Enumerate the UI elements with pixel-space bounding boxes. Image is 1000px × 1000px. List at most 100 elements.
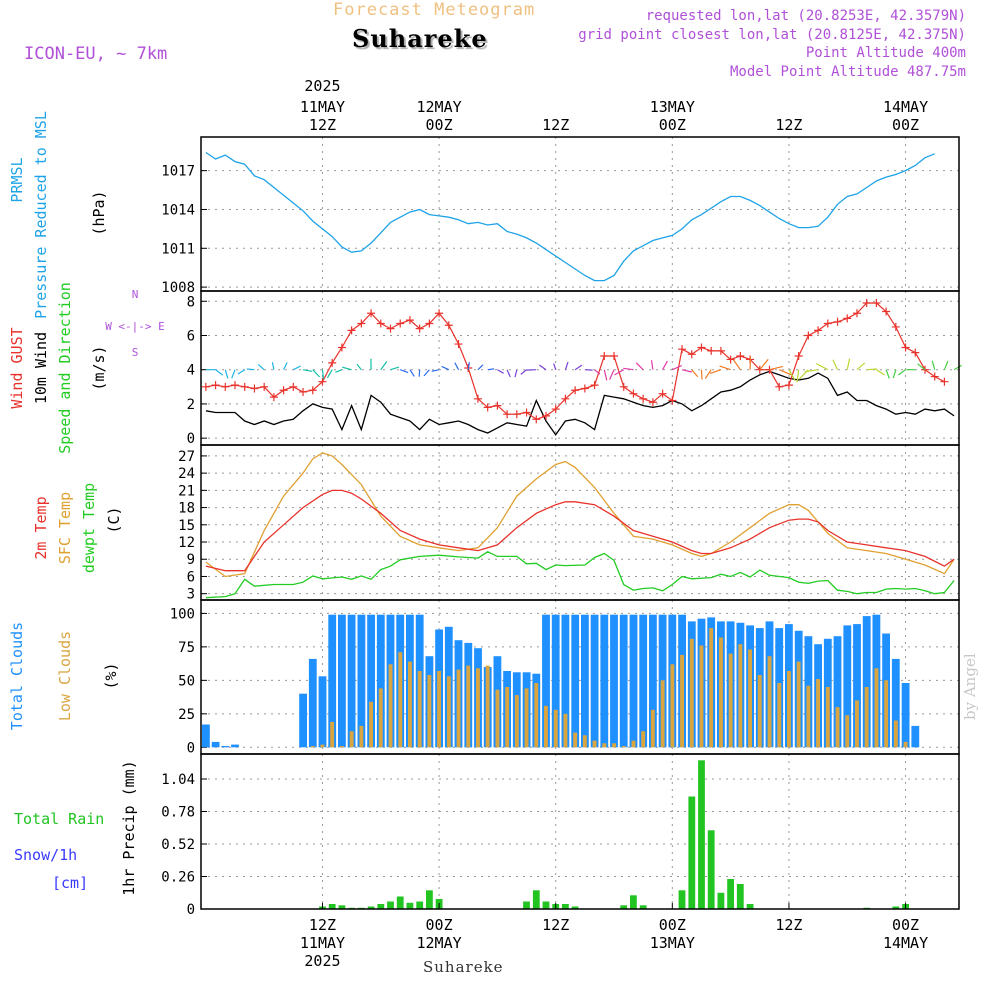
low-clouds-bar (369, 701, 373, 748)
wind-direction-arrow (603, 369, 608, 381)
total-clouds-bar (590, 614, 599, 748)
wind-gust-marker (415, 324, 424, 333)
low-clouds-bar (864, 687, 869, 748)
low-clouds-label: Low Clouds (56, 631, 74, 721)
bottom-time-label: 00Z (892, 916, 919, 934)
low-clouds-bar (874, 668, 879, 748)
rain-bar (562, 904, 569, 909)
low-clouds-bar (408, 661, 412, 748)
wind-gust-marker (814, 326, 823, 335)
temperature-tick-label: 21 (178, 483, 195, 499)
wind-gust-marker (541, 411, 550, 420)
wind-direction-arrow (467, 362, 470, 370)
wind-direction-arrow (672, 364, 683, 371)
low-clouds-bar (855, 700, 859, 748)
model-label: ICON-EU, ~ 7km (24, 44, 168, 64)
wind-direction-arrow (409, 369, 415, 377)
wind-direction-arrow (257, 363, 265, 371)
low-clouds-bar (378, 688, 383, 748)
wind-unit-label: (m/s) (90, 345, 108, 390)
wind-gust-marker (571, 386, 580, 395)
wind-direction-arrow (390, 366, 400, 371)
low-clouds-bar (796, 661, 801, 748)
wind-gust-marker (211, 381, 220, 390)
rain-bar (387, 901, 394, 909)
wind-gust-marker (580, 384, 589, 393)
temperature-tick-label: 24 (178, 466, 195, 482)
wind-direction-arrow (321, 369, 325, 380)
wind-gust-marker (269, 393, 278, 402)
wind-gust-marker (872, 298, 881, 307)
low-clouds-bar (670, 664, 675, 748)
bottom-time-label: 12Z (775, 916, 802, 934)
wind-gust-marker (687, 350, 696, 359)
wind-gust-marker (891, 322, 900, 331)
wind-gust-marker (357, 319, 366, 328)
low-clouds-bar (388, 664, 393, 748)
temp-2m-label: 2m Temp (32, 496, 50, 559)
wind-direction-arrow (454, 362, 460, 370)
wind-gust-marker (843, 314, 852, 323)
pressure-unit-label: (hPa) (90, 190, 108, 235)
total-clouds-bar (862, 616, 871, 748)
wind-gust-marker (299, 387, 308, 396)
rain-bar (639, 905, 647, 910)
low-clouds-bar (699, 645, 704, 748)
bottom-time-label: 14MAY (883, 934, 928, 952)
wind-tick-label: 6 (187, 328, 195, 344)
low-clouds-bar (893, 720, 898, 748)
wind-gust-marker (610, 352, 619, 361)
bottom-time-label: 11MAY (300, 934, 345, 952)
wind-gust-marker (707, 346, 716, 355)
rain-bar (630, 895, 637, 910)
wind-gust-marker (231, 381, 240, 390)
wind-gust-marker (648, 398, 657, 407)
bottom-time-label: 12Z (542, 916, 569, 934)
wind-direction-arrow (943, 360, 949, 370)
wind-gust-marker (493, 401, 502, 410)
wind-gust-marker (561, 394, 570, 403)
total-clouds-bar (338, 614, 346, 748)
low-clouds-bar (709, 628, 714, 748)
low-clouds-bar (446, 676, 451, 748)
total-clouds-bar (610, 614, 618, 748)
precip-tick-label: 0 (187, 902, 195, 918)
total-clouds-bar (328, 614, 337, 748)
rain-bar (688, 796, 696, 909)
total-clouds-bar (629, 614, 638, 748)
wind-direction-arrow (224, 369, 229, 379)
wind-gust-marker (532, 415, 541, 424)
low-clouds-bar (340, 746, 344, 748)
wind-direction-arrow (506, 369, 511, 378)
low-clouds-bar (602, 743, 607, 748)
low-clouds-bar (582, 735, 587, 748)
wind-gust-marker (250, 384, 259, 393)
rain-bar (892, 906, 900, 909)
wind-gust-marker (619, 382, 628, 391)
rain-bar (406, 902, 414, 910)
wind-direction-arrow (700, 369, 703, 380)
wind-direction-arrow (846, 358, 851, 370)
total-clouds-bar (571, 614, 580, 748)
total-clouds-bar (231, 744, 239, 748)
total-clouds-bar (542, 614, 550, 748)
wind-gust-marker (668, 396, 677, 405)
total-clouds-bar (833, 636, 842, 748)
low-clouds-bar (495, 689, 500, 748)
total-clouds-bar (318, 676, 327, 748)
wind-direction-arrow (487, 368, 495, 371)
low-clouds-bar (563, 713, 568, 748)
low-clouds-bar (787, 671, 791, 748)
bottom-time-label: 2025 (304, 952, 340, 970)
rain-bar (746, 904, 754, 909)
wind-direction-arrow (816, 363, 829, 371)
clouds-tick-label: 100 (170, 606, 195, 622)
wind-direction-arrow (635, 362, 644, 371)
wind-tick-label: 4 (187, 363, 195, 379)
temperature-tick-label: 3 (187, 587, 195, 603)
wind-gust-marker (775, 382, 784, 391)
wind-gust-marker (639, 394, 648, 403)
wind-gust-marker (658, 389, 667, 398)
wind-gust-marker (930, 372, 939, 381)
pressure-label-full: Pressure Reduced to MSL (32, 111, 50, 319)
